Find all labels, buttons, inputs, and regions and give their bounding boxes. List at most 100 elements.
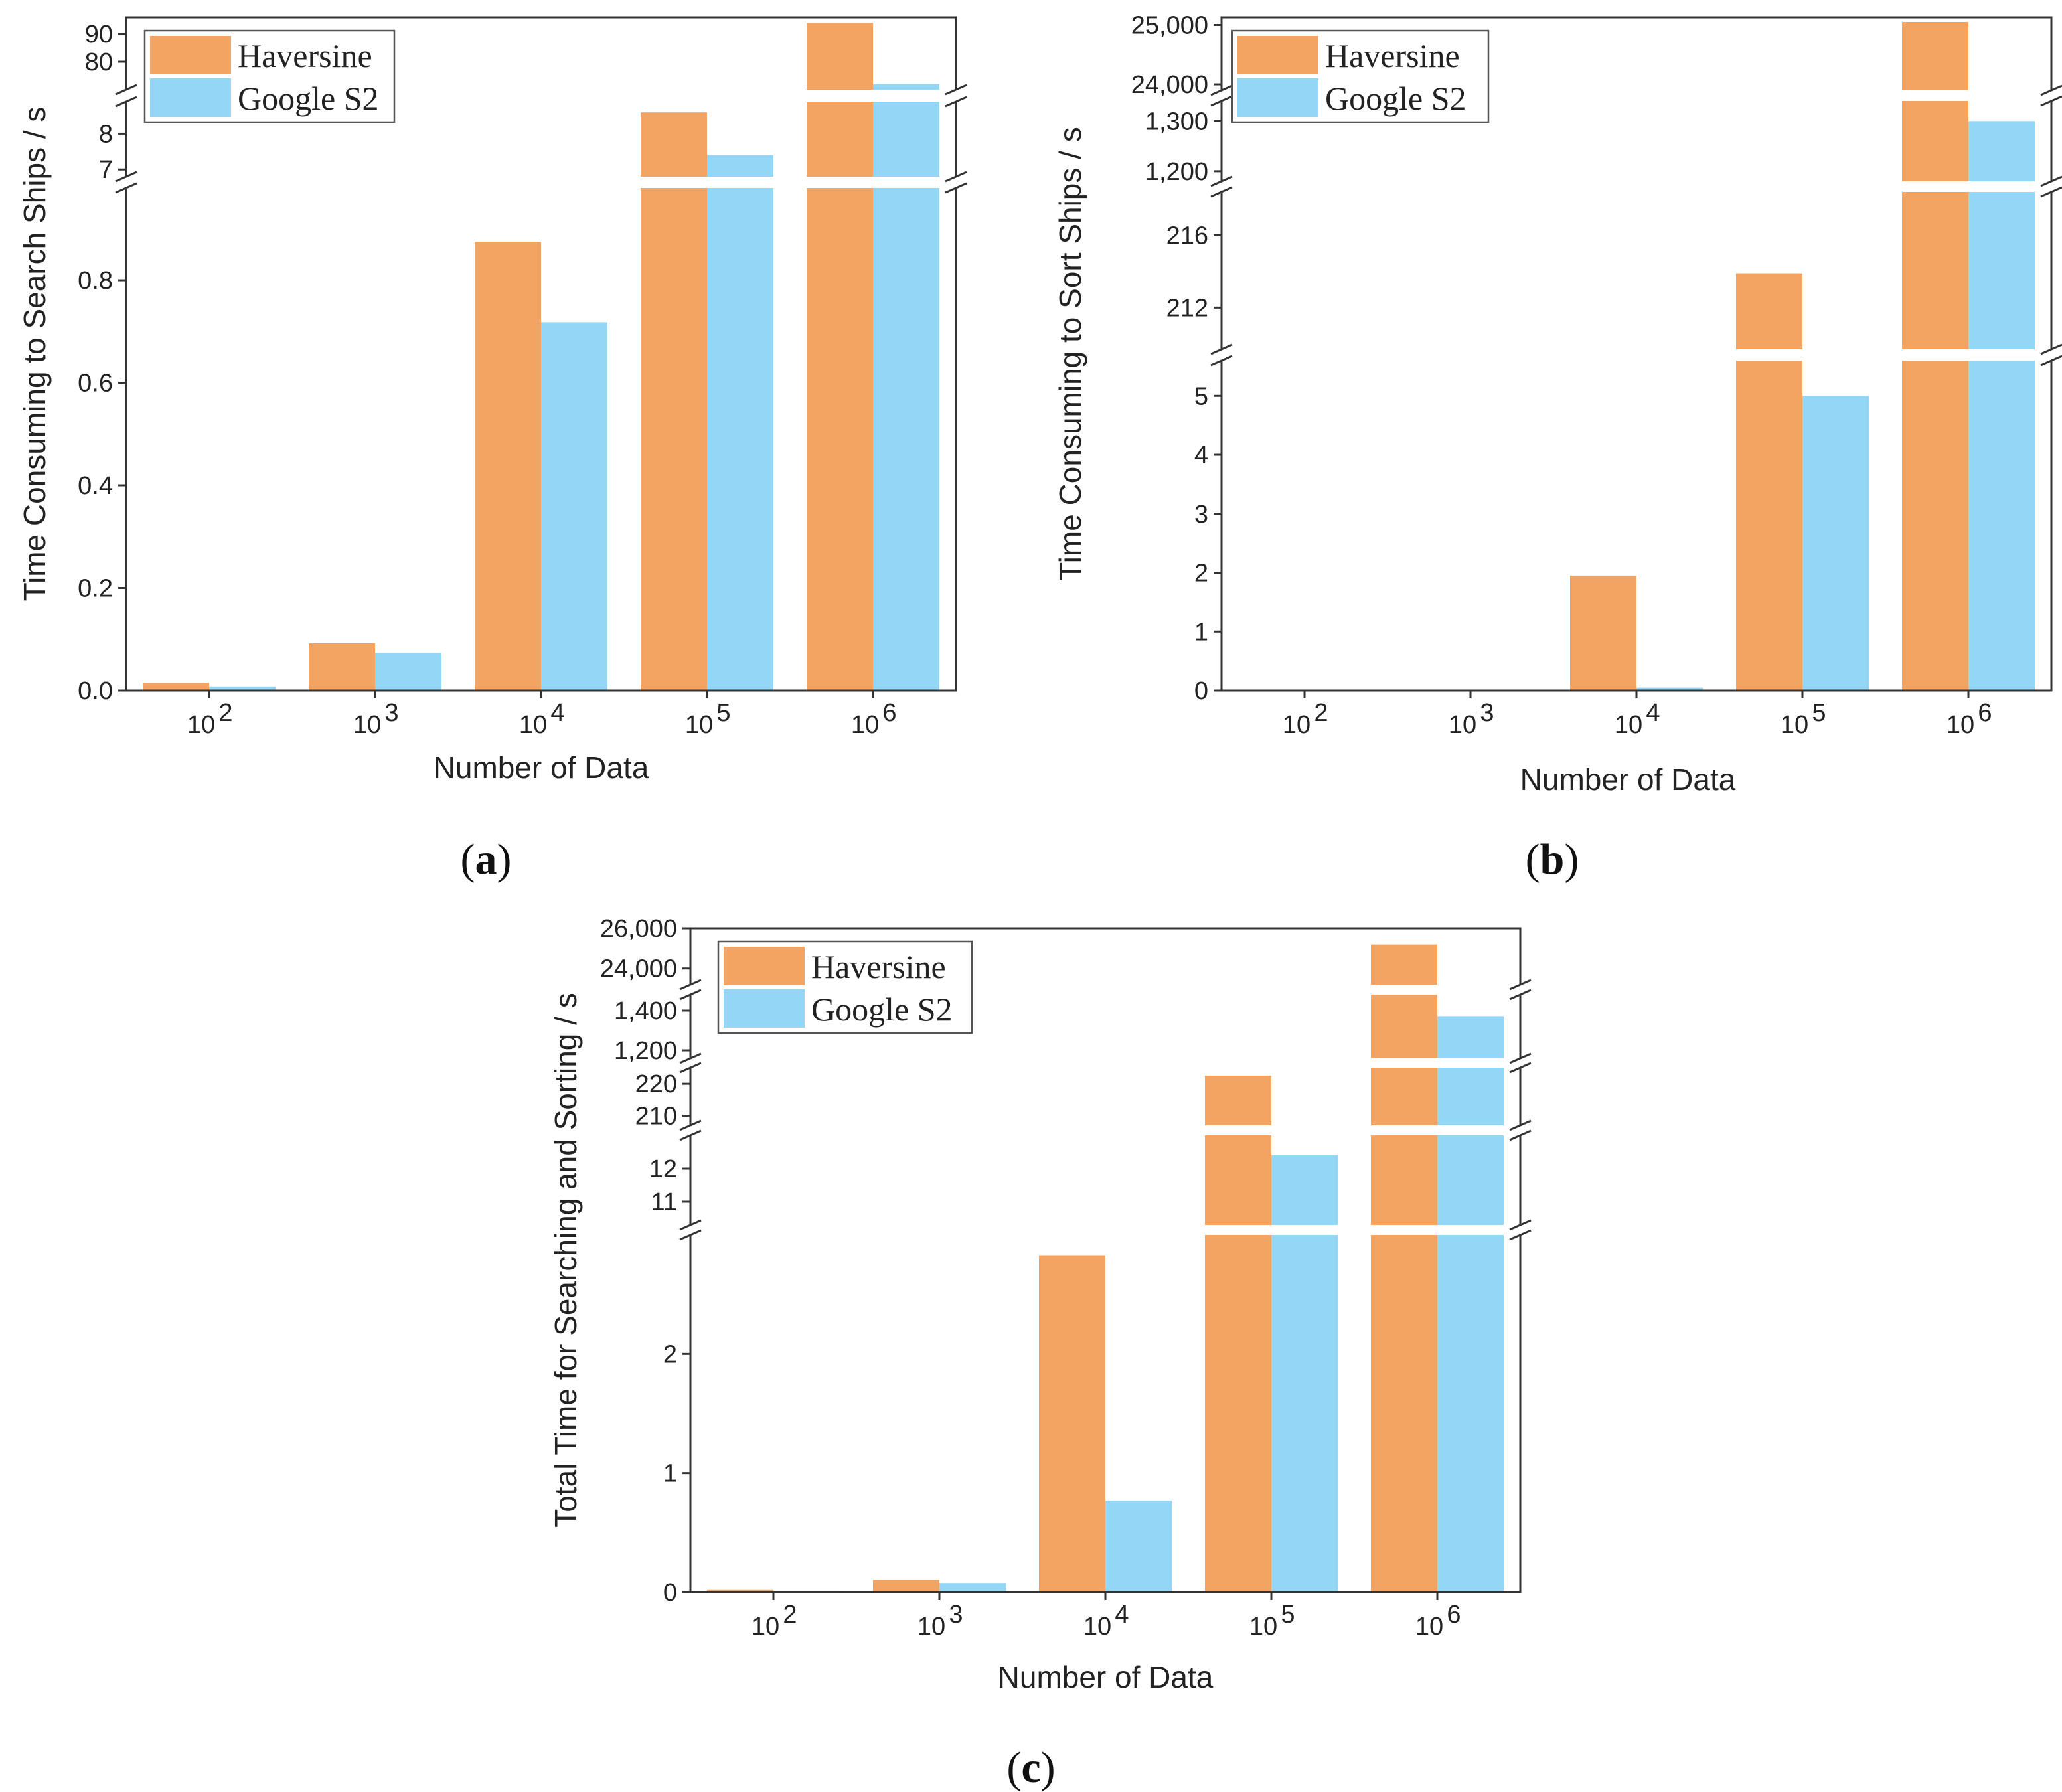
bar-b-haversine-3 [1736,273,1802,691]
legend-swatch-google-s2 [1237,78,1318,117]
axis-break-mark [679,1129,702,1141]
x-tick-exponent: 5 [1281,1601,1295,1629]
legend-swatch-haversine [1237,36,1318,74]
axis-break-gap [1223,349,2050,361]
chart-a-legend: Haversine Google S2 [143,29,396,123]
bar-c-haversine-1 [873,1580,939,1592]
bar-c-google-s2-2 [1105,1500,1172,1592]
y-tick-label: 1,300 [1145,108,1208,135]
bar-b-haversine-2 [1570,575,1636,691]
chart-a-break-marks [115,84,967,194]
axis-break-mark [1509,1129,1532,1141]
y-tick-label: 0.6 [78,370,113,398]
x-tick-exponent: 3 [1480,699,1494,727]
axis-break-mark [679,1119,702,1131]
axis-break-cover [947,90,965,101]
axis-break-cover [1212,350,1231,360]
y-tick-label: 3 [1194,501,1208,529]
y-tick-label: 12 [649,1155,677,1183]
x-tick-label: 10 [1083,1613,1111,1641]
axis-break-mark [1210,343,1233,355]
y-tick-label: 1,400 [614,997,677,1025]
axis-break-mark [1509,1052,1532,1064]
bar-c-haversine-2 [1039,1255,1105,1592]
axis-break-mark [1210,84,1233,96]
legend-label-google-s2: Google S2 [811,991,953,1028]
chart-c-bars [707,944,1504,1592]
x-tick-exponent: 6 [882,699,896,727]
x-tick-exponent: 3 [949,1601,963,1629]
y-tick-label: 216 [1166,222,1208,250]
bar-a-google-s2-0 [209,686,276,691]
y-tick-label: 80 [85,48,113,76]
chart-b-legend: Haversine Google S2 [1231,29,1490,123]
bar-b-google-s2-3 [1802,396,1869,691]
legend-swatch-google-s2 [724,989,805,1028]
bar-c-google-s2-4 [1437,1016,1504,1592]
x-tick-label: 10 [1283,711,1310,739]
bar-a-haversine-1 [309,643,375,691]
bar-a-haversine-0 [143,683,209,691]
axis-break-gap [692,1058,1519,1068]
chart-c-break-marks [679,979,1532,1241]
axis-break-gap [1223,181,2050,192]
y-tick-label: 1,200 [1145,158,1208,186]
x-tick-label: 10 [752,1613,779,1641]
x-tick-label: 10 [1249,1613,1277,1641]
bar-b-google-s2-4 [1968,121,2035,691]
x-tick-exponent: 5 [1812,699,1826,727]
y-tick-label: 212 [1166,294,1208,322]
y-tick-label: 0.8 [78,267,113,295]
y-tick-label: 7 [99,156,113,184]
chart-c-x-axis-title: Number of Data [998,1660,1214,1694]
bar-c-haversine-3 [1205,1076,1271,1592]
axis-break-mark [1509,1229,1532,1241]
axis-break-mark [1509,1062,1532,1074]
legend-swatch-haversine [724,947,805,985]
y-tick-label: 5 [1194,382,1208,410]
y-tick-label: 1,200 [614,1037,677,1065]
chart-b-break-marks [1210,84,2062,367]
axis-break-cover [947,177,965,187]
y-tick-label: 220 [635,1070,677,1098]
x-tick-exponent: 6 [1978,699,1992,727]
axis-break-mark [2040,355,2062,367]
axis-break-mark [1509,979,1532,991]
chart-b-y-ticks: 0 1 2 3 4 5 212 216 1,200 1,300 24,000 25,000 [1131,11,1222,705]
x-tick-label: 10 [917,1613,945,1641]
chart-c-x-ticks: 10 2 10 3 10 4 10 5 10 6 [752,1592,1461,1641]
chart-c-legend: Haversine Google S2 [717,940,973,1034]
chart-c-panel-label: (c) [1006,1744,1055,1792]
legend-label-haversine: Haversine [1325,37,1460,74]
x-tick-label: 10 [1449,711,1476,739]
y-tick-label: 2 [663,1341,677,1368]
x-tick-exponent: 2 [1314,699,1328,727]
axis-break-cover [117,177,135,187]
x-tick-label: 10 [1781,711,1808,739]
axis-break-cover [117,90,135,101]
x-tick-exponent: 3 [384,699,398,727]
x-tick-label: 10 [851,711,879,739]
y-tick-label: 4 [1194,442,1208,469]
legend-label-google-s2: Google S2 [238,80,379,117]
legend-swatch-haversine [150,36,231,74]
axis-break-mark [679,1062,702,1074]
chart-a-x-axis-title: Number of Data [434,750,649,785]
bar-c-haversine-0 [707,1589,773,1592]
legend-label-haversine: Haversine [238,37,372,74]
x-tick-label: 10 [187,711,215,739]
x-tick-label: 10 [353,711,381,739]
y-tick-label: 0.2 [78,575,113,603]
axis-break-mark [115,84,137,96]
y-tick-label: 0.0 [78,677,113,705]
x-tick-exponent: 5 [716,699,730,727]
axis-break-mark [1509,989,1532,1001]
bar-a-haversine-2 [475,242,541,691]
axis-break-gap [692,1125,1519,1135]
axis-break-mark [945,84,967,96]
axis-break-mark [1210,95,1233,107]
